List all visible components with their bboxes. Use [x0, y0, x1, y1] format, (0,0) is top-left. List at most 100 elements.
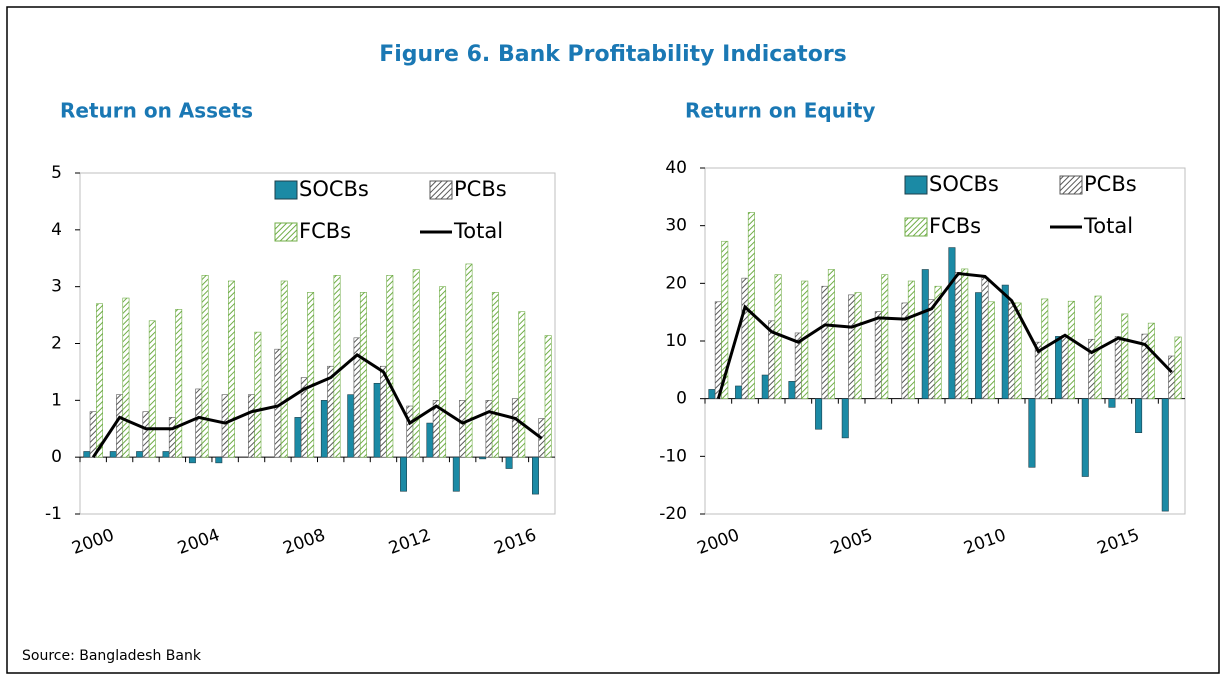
bar: [1147, 322, 1155, 399]
y-tick-label: 1: [51, 390, 62, 410]
chart-title: Return on Assets: [60, 99, 253, 123]
legend-swatch: [274, 180, 298, 200]
bar: [386, 274, 394, 458]
legend-label: SOCBs: [929, 172, 999, 196]
y-tick-label: 2: [51, 334, 62, 354]
bar: [479, 456, 487, 460]
y-tick-label: 10: [665, 331, 687, 351]
bar: [1008, 302, 1016, 399]
bar: [228, 280, 235, 458]
legend-label: FCBs: [299, 219, 351, 243]
bar: [373, 382, 381, 458]
x-tick-label: 2012: [386, 525, 433, 559]
bar: [815, 398, 823, 430]
bar: [426, 422, 434, 458]
bar: [248, 394, 255, 458]
bar: [821, 285, 829, 399]
bar: [168, 417, 176, 458]
bar: [491, 292, 499, 458]
bar: [975, 292, 983, 399]
y-tick-label: 3: [51, 277, 62, 297]
legend-label: PCBs: [1084, 172, 1137, 196]
bar: [987, 301, 995, 399]
bar: [1061, 334, 1069, 399]
y-tick-label: 5: [51, 163, 62, 183]
bar: [741, 277, 749, 399]
chart-title: Return on Equity: [685, 99, 875, 123]
bar: [215, 456, 223, 464]
bar: [400, 456, 407, 492]
legend-swatch: [274, 222, 298, 242]
bar: [518, 311, 526, 458]
x-tick-label: 2000: [69, 525, 116, 559]
bar: [827, 269, 835, 399]
legend-label: Total: [453, 219, 503, 243]
bar: [254, 331, 262, 458]
bar: [505, 456, 513, 469]
bar: [439, 286, 447, 458]
bar: [136, 451, 144, 458]
bar: [1135, 398, 1143, 433]
bar: [122, 297, 130, 458]
bar: [934, 285, 942, 399]
bar: [788, 381, 796, 399]
figure-title: Figure 6. Bank Profitability Indicators: [379, 42, 847, 67]
bar: [380, 365, 387, 458]
legend-swatch: [1059, 175, 1083, 195]
bar: [532, 456, 539, 495]
legend-swatch: [904, 217, 928, 237]
bar: [320, 400, 328, 458]
bar: [116, 394, 124, 458]
bar: [280, 280, 288, 458]
bar: [511, 398, 519, 458]
bar: [1108, 398, 1116, 408]
bar: [83, 451, 91, 458]
bar: [221, 394, 229, 458]
bar: [485, 400, 493, 458]
bar: [721, 240, 729, 399]
bar: [307, 292, 315, 458]
bar: [848, 294, 856, 399]
x-tick-label: 2010: [961, 525, 1008, 559]
bar: [1168, 355, 1176, 399]
bar: [921, 269, 929, 399]
y-tick-label: -1: [45, 504, 62, 524]
bar: [948, 247, 956, 399]
bar: [459, 400, 467, 458]
bar: [544, 335, 552, 458]
bar: [142, 411, 150, 458]
x-tick-label: 2005: [828, 525, 875, 559]
bar: [1161, 398, 1169, 512]
bar: [881, 274, 889, 399]
bar: [359, 292, 367, 458]
bar: [954, 272, 962, 399]
bar: [1001, 284, 1009, 399]
y-tick-label: 20: [665, 273, 687, 293]
bar: [96, 303, 103, 458]
y-tick-label: 0: [676, 389, 687, 409]
bar: [347, 394, 355, 458]
source: Source: Bangladesh Bank: [22, 648, 202, 664]
y-tick-label: 40: [665, 158, 687, 178]
y-tick-label: -10: [659, 446, 687, 466]
legend-label: PCBs: [454, 177, 507, 201]
bar: [89, 411, 97, 458]
bar: [841, 398, 849, 439]
bar: [1088, 338, 1096, 399]
bar: [188, 456, 196, 464]
y-tick-label: 0: [51, 447, 62, 467]
bar: [981, 277, 989, 399]
bar: [1121, 313, 1129, 399]
bar: [333, 274, 341, 458]
bar: [714, 301, 722, 399]
bar: [175, 309, 183, 458]
x-tick-label: 2004: [175, 525, 222, 559]
bar: [1081, 398, 1089, 477]
x-tick-label: 2016: [492, 525, 539, 559]
bar: [148, 320, 156, 458]
legend-label: Total: [1083, 214, 1133, 238]
legend-label: FCBs: [929, 214, 981, 238]
bar: [907, 280, 915, 399]
x-tick-label: 2015: [1095, 525, 1142, 559]
